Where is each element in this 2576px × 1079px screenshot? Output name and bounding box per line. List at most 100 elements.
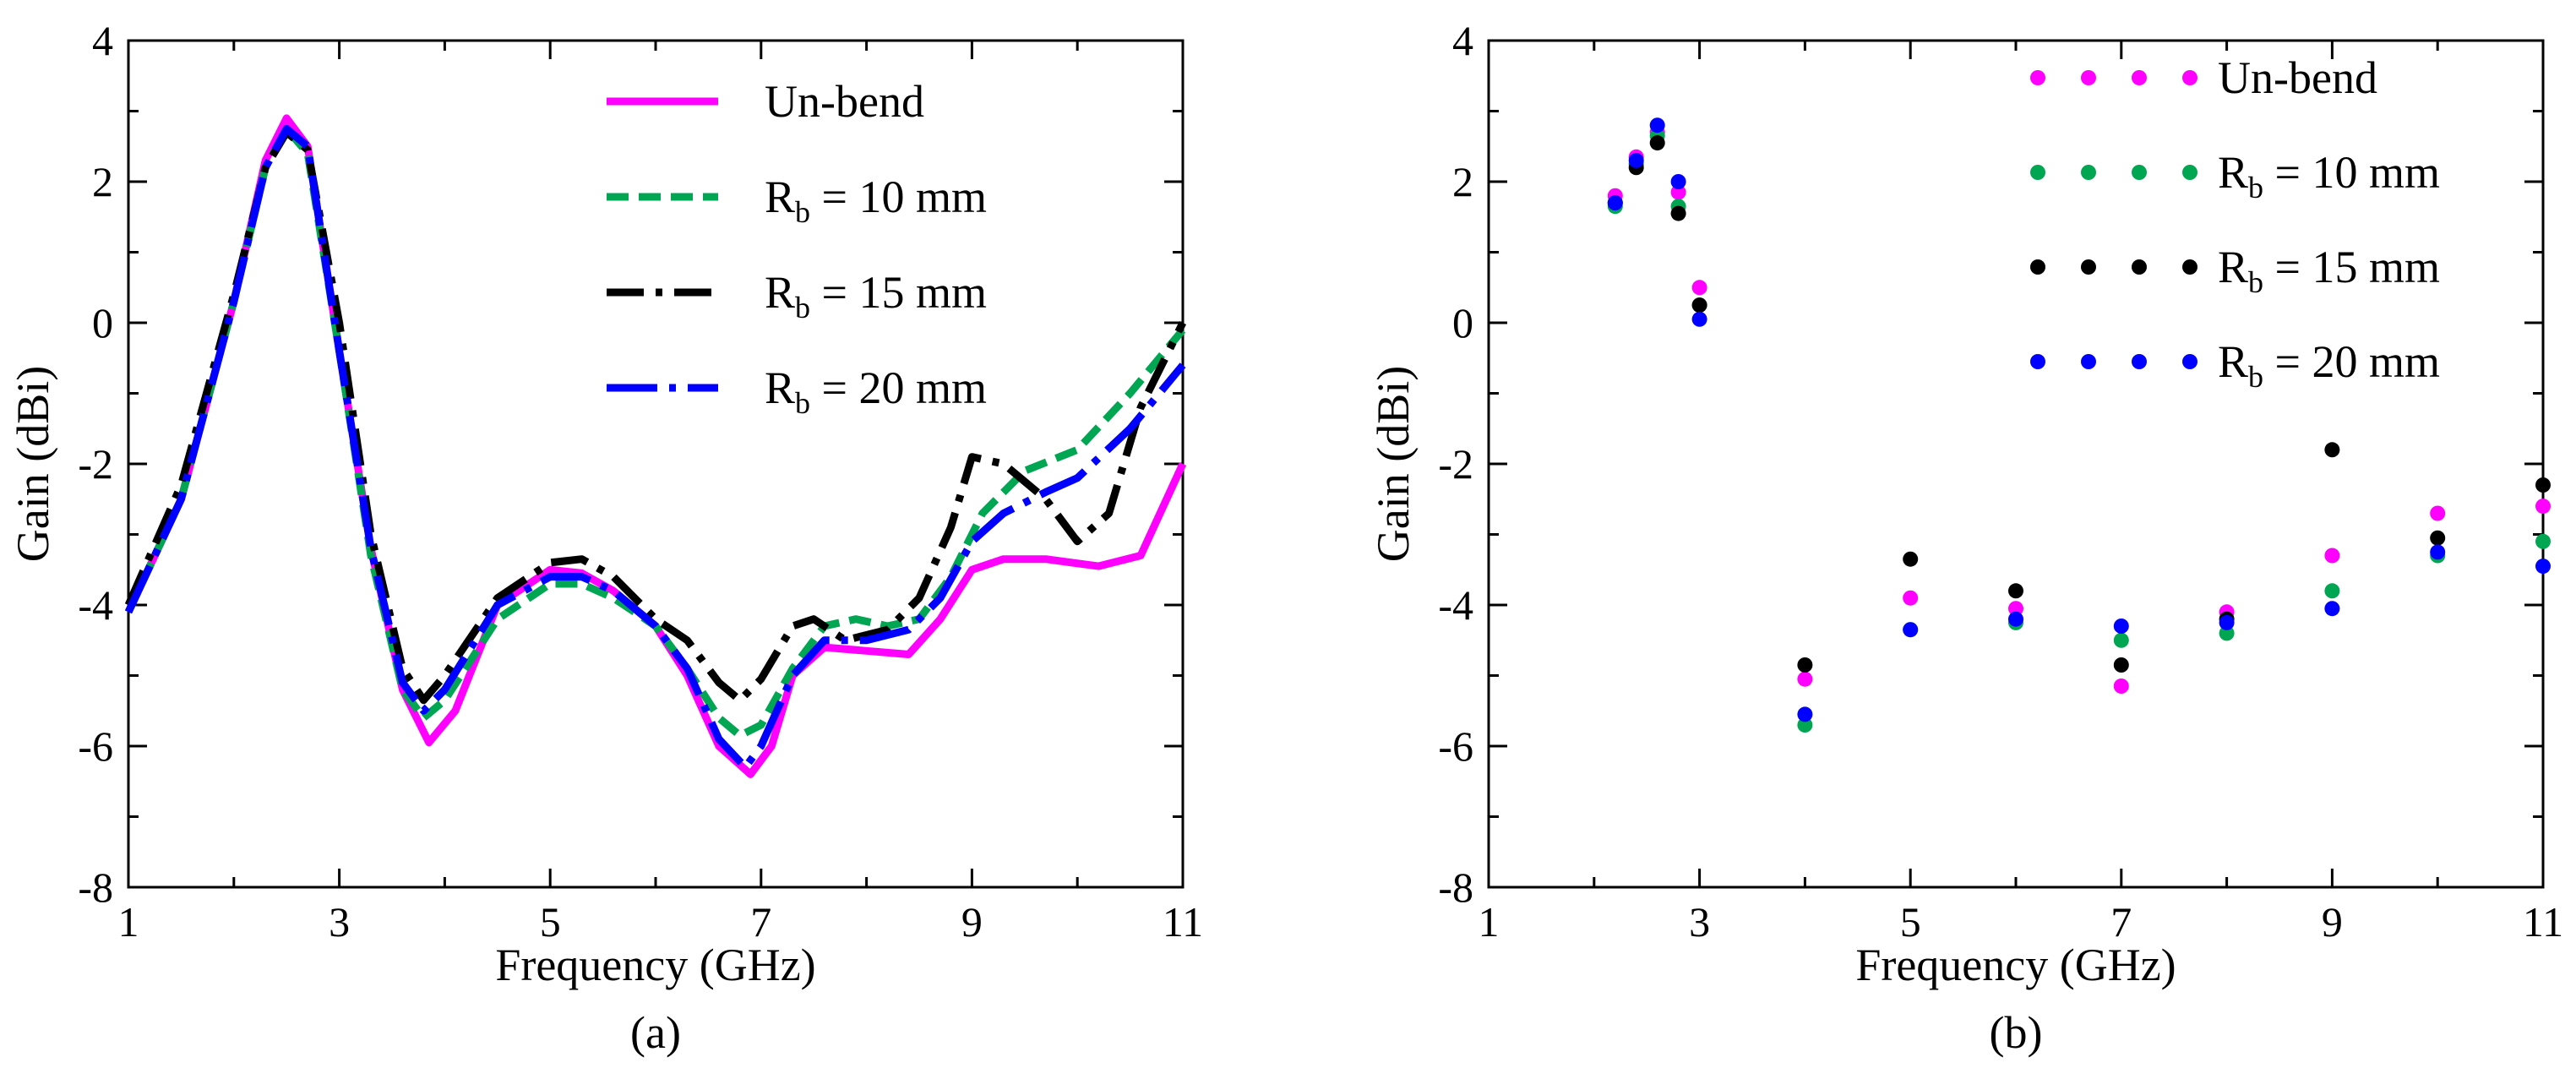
legend: Un-bend Rb = 10 mm Rb = 15 mm Rb = 20 mm <box>2030 52 2440 394</box>
x-tick-label: 3 <box>1689 898 1710 945</box>
legend-marker <box>2182 259 2197 275</box>
y-tick-label: 2 <box>92 158 113 205</box>
x-axis-title: Frequency (GHz) <box>1855 940 2176 990</box>
data-point <box>1691 311 1707 327</box>
y-tick-label: -4 <box>78 581 113 629</box>
data-point <box>2430 505 2446 521</box>
legend-label: Rb = 15 mm <box>2218 242 2440 299</box>
x-tick-label: 9 <box>961 898 983 945</box>
series-line <box>124 124 1186 739</box>
data-point <box>1691 280 1707 296</box>
x-tick-label: 5 <box>540 898 561 945</box>
x-tick-label: 7 <box>750 898 771 945</box>
x-tick-label: 1 <box>118 898 139 945</box>
data-point <box>2113 657 2129 673</box>
data-point <box>2008 601 2023 617</box>
data-point <box>2324 583 2340 599</box>
legend-marker <box>2182 70 2197 85</box>
legend-label: Rb = 10 mm <box>765 172 987 229</box>
y-tick-label: -6 <box>1438 722 1473 770</box>
panel-label: (a) <box>630 1007 681 1058</box>
y-tick-label: 4 <box>92 17 113 64</box>
data-point <box>2008 611 2023 627</box>
data-point <box>1649 135 1665 151</box>
data-point <box>2324 548 2340 564</box>
y-axis-title: Gain (dBi) <box>1368 366 1419 562</box>
y-axis-title: Gain (dBi) <box>8 366 58 562</box>
data-point <box>2324 601 2340 617</box>
y-tick-label: -8 <box>1438 864 1473 911</box>
plot-frame <box>127 39 1185 889</box>
legend-marker <box>2030 354 2045 369</box>
legend-marker <box>2132 354 2147 369</box>
x-tick-label: 5 <box>1900 898 1921 945</box>
legend-marker <box>2081 259 2096 275</box>
legend-label: Rb = 20 mm <box>2218 336 2440 394</box>
y-tick-label: 0 <box>92 299 113 346</box>
x-tick-label: 1 <box>1479 898 1500 945</box>
legend-label: Rb = 20 mm <box>765 362 987 420</box>
legend-marker <box>2081 70 2096 85</box>
data-point <box>2113 632 2129 648</box>
data-point <box>1903 590 1919 606</box>
data-point <box>2430 530 2446 546</box>
legend-marker <box>2132 165 2147 180</box>
data-point <box>2535 477 2551 493</box>
data-point <box>1607 195 1623 211</box>
data-point <box>1797 671 1813 687</box>
x-tick-label: 7 <box>2110 898 2132 945</box>
y-tick-label: -2 <box>78 440 113 488</box>
y-tick-label: -6 <box>78 722 113 770</box>
y-tick-label: -2 <box>1438 440 1473 488</box>
legend: Un-bend Rb = 10 mm Rb = 15 mm Rb = 20 mm <box>607 76 987 420</box>
series-line <box>124 124 1186 771</box>
data-point <box>1797 706 1813 722</box>
legend-label: Rb = 10 mm <box>2218 147 2440 204</box>
data-point <box>2535 533 2551 549</box>
y-tick-label: 4 <box>1452 17 1473 64</box>
data-point <box>1903 551 1919 567</box>
legend-marker <box>2081 165 2096 180</box>
data-point <box>2535 559 2551 575</box>
chart-panel-a: 1 3 5 7 9 11 4 2 0 -2 -4 -6 -8 Frequency (GHz) Gain (d… <box>8 17 1203 1058</box>
x-axis-title: Frequency (GHz) <box>495 940 815 990</box>
series-line <box>124 128 1187 705</box>
legend-marker <box>2081 354 2096 369</box>
data-point <box>1628 152 1644 168</box>
data-point <box>2113 619 2129 634</box>
data-point <box>2430 544 2446 560</box>
data-point <box>1691 297 1707 313</box>
legend-label: Un-bend <box>765 76 924 127</box>
data-point <box>2008 583 2023 599</box>
series-line <box>124 114 1187 778</box>
legend-marker <box>2182 354 2197 369</box>
data-point <box>1670 205 1686 221</box>
y-tick-label: 2 <box>1452 158 1473 205</box>
data-point <box>2324 442 2340 458</box>
chart-panel-b: 1 3 5 7 9 11 4 2 0 -2 -4 -6 -8 Frequency (GHz) Gain (d… <box>1368 17 2563 1058</box>
data-point <box>2113 678 2129 694</box>
data-point <box>2219 625 2235 641</box>
data-point <box>1649 117 1665 134</box>
legend-marker <box>2132 70 2147 85</box>
data-point <box>2535 499 2551 515</box>
legend-label: Un-bend <box>2218 52 2377 103</box>
x-tick-label: 9 <box>2322 898 2343 945</box>
data-point <box>2219 614 2235 630</box>
x-tick-label: 11 <box>2523 898 2563 945</box>
data-point <box>1797 657 1813 673</box>
y-tick-label: -8 <box>78 864 113 911</box>
legend-marker <box>2030 70 2045 85</box>
x-tick-label: 3 <box>329 898 350 945</box>
legend-marker <box>2132 259 2147 275</box>
y-tick-label: 0 <box>1452 299 1473 346</box>
legend-marker <box>2182 165 2197 180</box>
legend-marker <box>2030 259 2045 275</box>
x-tick-label: 11 <box>1163 898 1203 945</box>
y-tick-label: -4 <box>1438 581 1473 629</box>
data-point <box>1903 622 1919 638</box>
panel-label: (b) <box>1990 1007 2043 1058</box>
legend-marker <box>2030 165 2045 180</box>
data-point <box>1670 184 1686 200</box>
